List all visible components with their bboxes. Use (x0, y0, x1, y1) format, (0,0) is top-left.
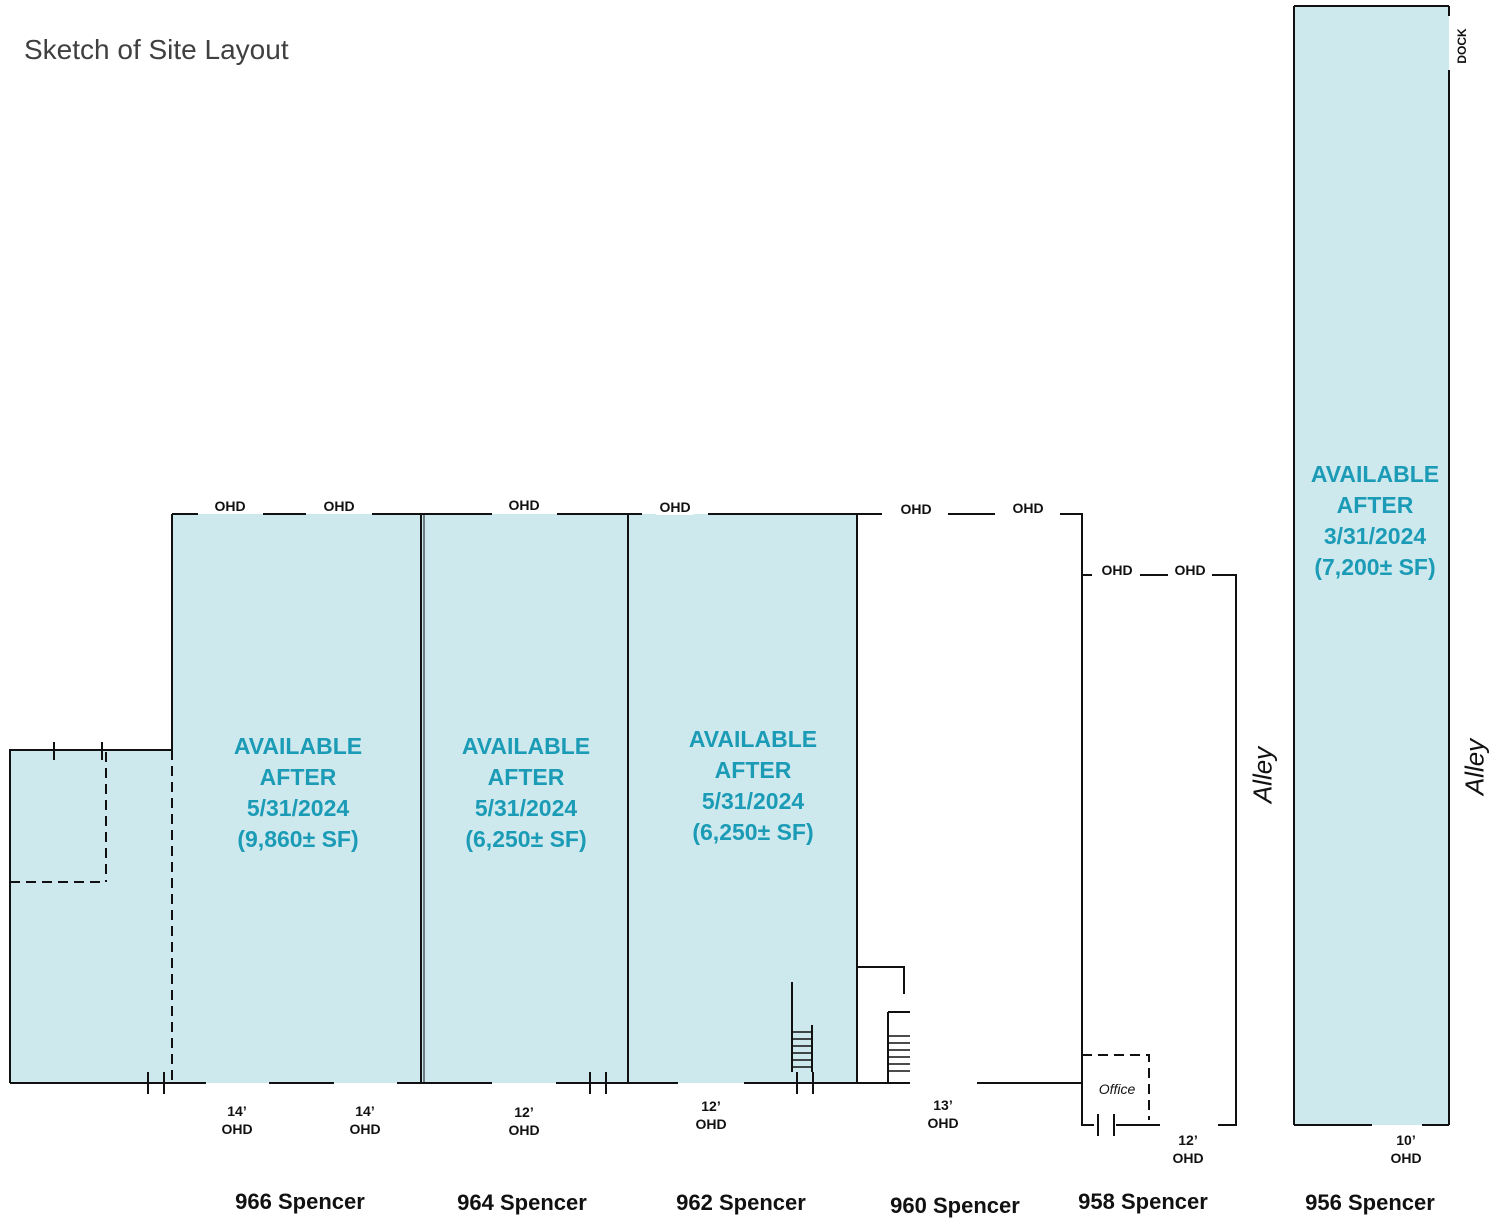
availability-line: 3/31/2024 (1323, 523, 1427, 549)
alley-label: Alley (1247, 746, 1278, 804)
availability-line: AFTER (1336, 492, 1414, 518)
availability-962: AVAILABLE AFTER 5/31/2024 (6,250± SF) (689, 724, 817, 848)
availability-line: AVAILABLE (233, 733, 363, 759)
door-size: 14’ (227, 1103, 247, 1119)
door-type: OHD (349, 1121, 381, 1137)
top-door-label: OHD (656, 499, 694, 515)
availability-line: AVAILABLE (1310, 461, 1440, 487)
door-size: 13’ (933, 1097, 953, 1113)
address-958: 958 Spencer (1078, 1189, 1208, 1214)
address-966: 966 Spencer (235, 1189, 365, 1214)
bottom-door-label: 13’ OHD (927, 1096, 958, 1132)
availability-line: AFTER (259, 764, 337, 790)
dock-label: DOCK (1455, 28, 1469, 64)
door-size: 14’ (355, 1103, 375, 1119)
top-door-label: OHD (897, 501, 935, 517)
bottom-door-label: 12’ OHD (1172, 1131, 1203, 1167)
door-size: 12’ (514, 1104, 534, 1120)
unit-964-area (421, 514, 628, 1083)
bottom-door-label: 12’ OHD (695, 1097, 726, 1133)
page-title: Sketch of Site Layout (24, 34, 289, 65)
availability-line: 5/31/2024 (474, 795, 578, 821)
bottom-door-label: 12’ OHD (508, 1103, 539, 1139)
availability-964: AVAILABLE AFTER 5/31/2024 (6,250± SF) (462, 731, 590, 855)
office-label: Office (1098, 1081, 1136, 1097)
availability-line: AFTER (487, 764, 565, 790)
availability-line: 5/31/2024 (701, 788, 805, 814)
address-956: 956 Spencer (1305, 1190, 1435, 1215)
availability-966: AVAILABLE AFTER 5/31/2024 (9,860± SF) (234, 731, 362, 855)
door-size: 12’ (701, 1098, 721, 1114)
bottom-door-label: 10’ OHD (1390, 1131, 1421, 1167)
unit-962-area (628, 514, 857, 1083)
unit-966-area (172, 514, 421, 1083)
door-type: OHD (695, 1116, 727, 1132)
door-type: OHD (927, 1115, 959, 1131)
availability-line: (6,250± SF) (692, 819, 814, 845)
walls (9, 5, 1450, 1136)
top-door-label: OHD (1098, 562, 1136, 578)
door-size: 12’ (1178, 1132, 1198, 1148)
door-type: OHD (508, 1122, 540, 1138)
bottom-door-label: 14’ OHD (349, 1102, 380, 1138)
door-type: OHD (1172, 1150, 1204, 1166)
top-door-label: OHD (320, 498, 358, 514)
address-964: 964 Spencer (457, 1190, 587, 1215)
availability-line: AFTER (714, 757, 792, 783)
availability-line: AVAILABLE (688, 726, 818, 752)
availability-line: (9,860± SF) (237, 826, 359, 852)
top-door-label: OHD (1009, 500, 1047, 516)
available-areas (10, 6, 1449, 1125)
availability-line: (7,200± SF) (1314, 554, 1436, 580)
availability-line: (6,250± SF) (465, 826, 587, 852)
availability-956: AVAILABLE AFTER 3/31/2024 (7,200± SF) (1311, 459, 1439, 583)
door-type: OHD (1390, 1150, 1422, 1166)
address-960: 960 Spencer (890, 1193, 1020, 1218)
door-type: OHD (221, 1121, 253, 1137)
top-door-label: OHD (1171, 562, 1209, 578)
bottom-door-label: 14’ OHD (221, 1102, 252, 1138)
top-door-label: OHD (505, 497, 543, 513)
unit-966-left-area (10, 750, 172, 1083)
top-door-label: OHD (211, 498, 249, 514)
availability-line: 5/31/2024 (246, 795, 350, 821)
alley-label: Alley (1459, 738, 1490, 796)
availability-line: AVAILABLE (461, 733, 591, 759)
door-size: 10’ (1396, 1132, 1416, 1148)
unit-956-area (1294, 6, 1449, 1125)
address-962: 962 Spencer (676, 1190, 806, 1215)
